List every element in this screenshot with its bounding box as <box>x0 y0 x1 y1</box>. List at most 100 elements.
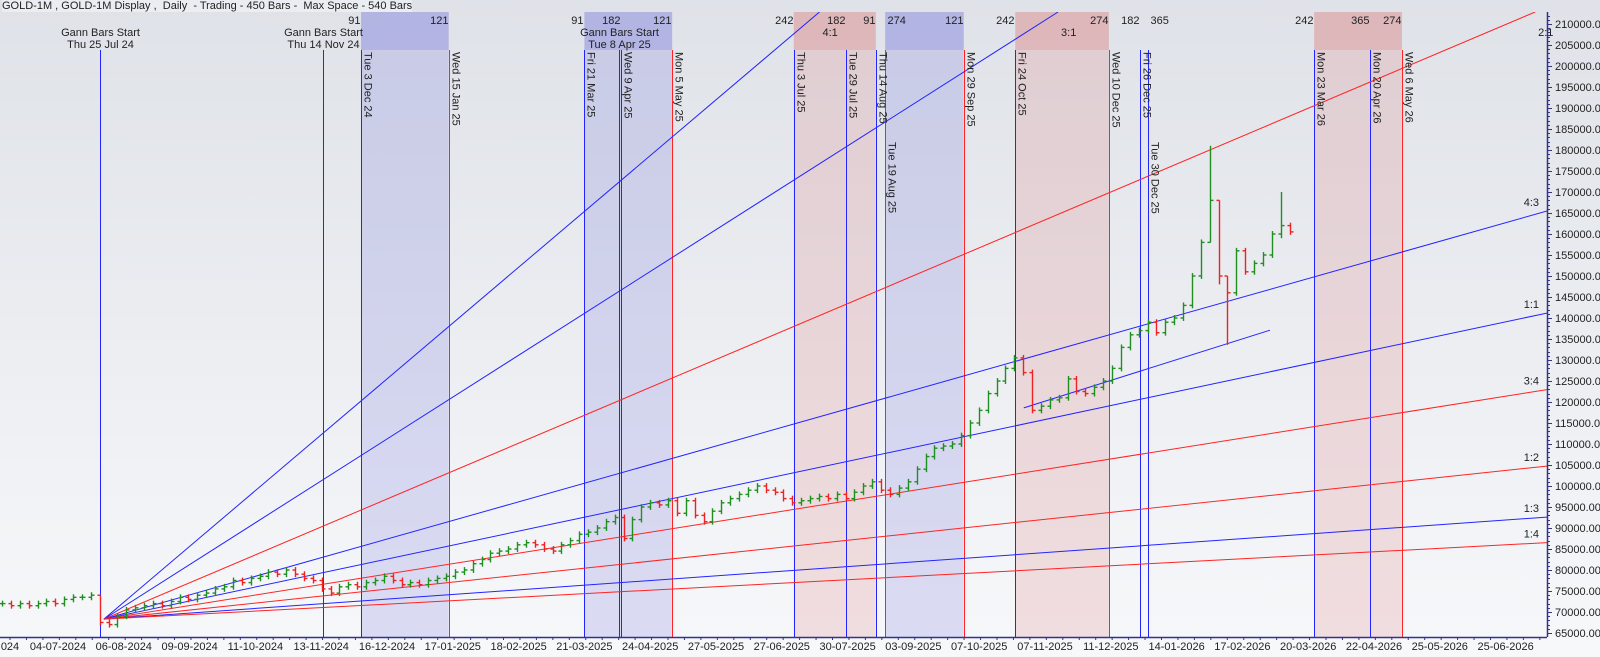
bar-count-label: 274 <box>888 15 906 27</box>
gann-fan-line <box>103 12 820 620</box>
price-bar <box>97 594 104 626</box>
time-zones <box>361 12 1402 637</box>
price-bar <box>709 508 716 525</box>
price-bar <box>532 539 539 548</box>
price-bar <box>230 577 237 590</box>
price-bar <box>816 493 823 502</box>
price-bar <box>558 541 565 555</box>
price-bar <box>736 491 743 502</box>
time-line-date: Tue 29 Jul 25 <box>847 52 859 118</box>
time-lines <box>100 50 1403 637</box>
time-line-date: Mon 20 Apr 26 <box>1371 52 1383 124</box>
price-bar <box>239 577 246 586</box>
price-bar <box>35 600 42 609</box>
price-bar <box>345 581 352 590</box>
x-tick-label: 14-01-2026 <box>1148 641 1204 653</box>
price-bar <box>106 619 113 628</box>
price-bar <box>834 491 841 502</box>
price-bar <box>621 514 628 542</box>
price-bar <box>523 539 530 548</box>
time-zone-header <box>1015 12 1109 50</box>
gann-fan-label: 1:1 <box>1524 299 1539 311</box>
gann-start-label: Gann Bars Start <box>284 27 363 39</box>
price-bar <box>443 573 450 582</box>
price-bar <box>452 569 459 580</box>
time-line-date: Fri 24 Oct 25 <box>1016 52 1028 116</box>
price-bar <box>1216 199 1223 285</box>
price-bar <box>257 573 264 582</box>
price-bar <box>8 600 15 609</box>
bar-count-label: 121 <box>430 15 448 27</box>
time-line-date: Thu 14 Aug 25 <box>877 52 889 124</box>
price-bar <box>869 478 876 489</box>
x-tick-label: 22-04-2026 <box>1346 641 1402 653</box>
price-bar <box>399 577 406 588</box>
price-bar <box>79 594 86 601</box>
price-bar <box>638 504 645 523</box>
x-tick-label: 11-10-2024 <box>228 641 283 653</box>
price-bar <box>416 579 423 588</box>
bar-count-label: 91 <box>571 15 583 27</box>
bar-count-label: 182 <box>602 15 620 27</box>
y-axis[interactable]: 210000.00 205000.00 200000.00 195000.00 1900… <box>1546 12 1600 640</box>
price-bar <box>123 606 130 620</box>
price-bar <box>656 499 663 508</box>
price-bar <box>692 497 699 519</box>
price-bar <box>1100 378 1107 391</box>
price-bar <box>1020 354 1027 376</box>
price-bar <box>958 432 965 447</box>
y-tick-label: 150000.00 <box>1555 271 1600 283</box>
gann-fan-line <box>103 389 1547 620</box>
y-tick-label: 100000.00 <box>1555 481 1600 493</box>
x-tick-label: 25-05-2026 <box>1412 641 1468 653</box>
price-bar <box>0 600 6 607</box>
time-line-date: Tue 19 Aug 25 <box>886 142 898 213</box>
time-zone <box>885 12 964 637</box>
price-bar <box>896 485 903 498</box>
price-bar <box>1056 394 1063 403</box>
price-bar <box>336 583 343 597</box>
price-bar <box>727 495 734 506</box>
price-bar <box>514 541 521 552</box>
time-zone-header <box>793 12 876 50</box>
price-bar <box>248 575 255 586</box>
bar-count-label: 274 <box>1383 15 1401 27</box>
gann-start-date: Tue 8 Apr 25 <box>588 39 651 51</box>
price-bar <box>1287 222 1294 235</box>
price-bar <box>914 466 921 485</box>
bar-count-label: 182 <box>827 15 845 27</box>
price-bar <box>26 600 33 609</box>
price-bar <box>1065 375 1072 401</box>
x-axis[interactable]: 024 04-07-2024 06-08-2024 09-09-2024 11-10-2… <box>0 636 1547 653</box>
price-bar <box>949 441 956 450</box>
x-tick-label: 024 <box>1 641 19 653</box>
time-line-date: Fri 26 Dec 25 <box>1141 52 1153 118</box>
price-bar <box>310 575 317 584</box>
y-tick-label: 200000.00 <box>1555 61 1600 73</box>
y-tick-label: 170000.00 <box>1555 187 1600 199</box>
y-tick-label: 185000.00 <box>1555 124 1600 136</box>
bar-count-label: 242 <box>1295 15 1313 27</box>
price-bar <box>434 575 441 584</box>
time-zone-header <box>584 12 673 50</box>
bar-count-label: 242 <box>996 15 1014 27</box>
price-bar <box>674 497 681 517</box>
x-tick-label: 04-07-2024 <box>30 641 86 653</box>
gann-fan-line <box>103 210 1547 620</box>
price-bar <box>52 598 59 607</box>
price-bar <box>825 493 832 502</box>
price-bar <box>860 483 867 496</box>
y-tick-label: 75000.00 <box>1555 586 1600 598</box>
x-tick-label: 13-11-2024 <box>293 641 348 653</box>
y-tick-label: 165000.00 <box>1555 208 1600 220</box>
price-bar <box>1260 252 1267 267</box>
price-bar <box>1269 231 1276 258</box>
x-tick-label: 25-06-2026 <box>1477 641 1533 653</box>
price-bar <box>772 487 779 496</box>
time-line-date: Wed 9 Apr 25 <box>622 52 634 118</box>
price-bar <box>354 581 361 590</box>
price-bar <box>1127 331 1134 351</box>
price-bar <box>923 453 930 473</box>
price-bar <box>470 560 477 573</box>
